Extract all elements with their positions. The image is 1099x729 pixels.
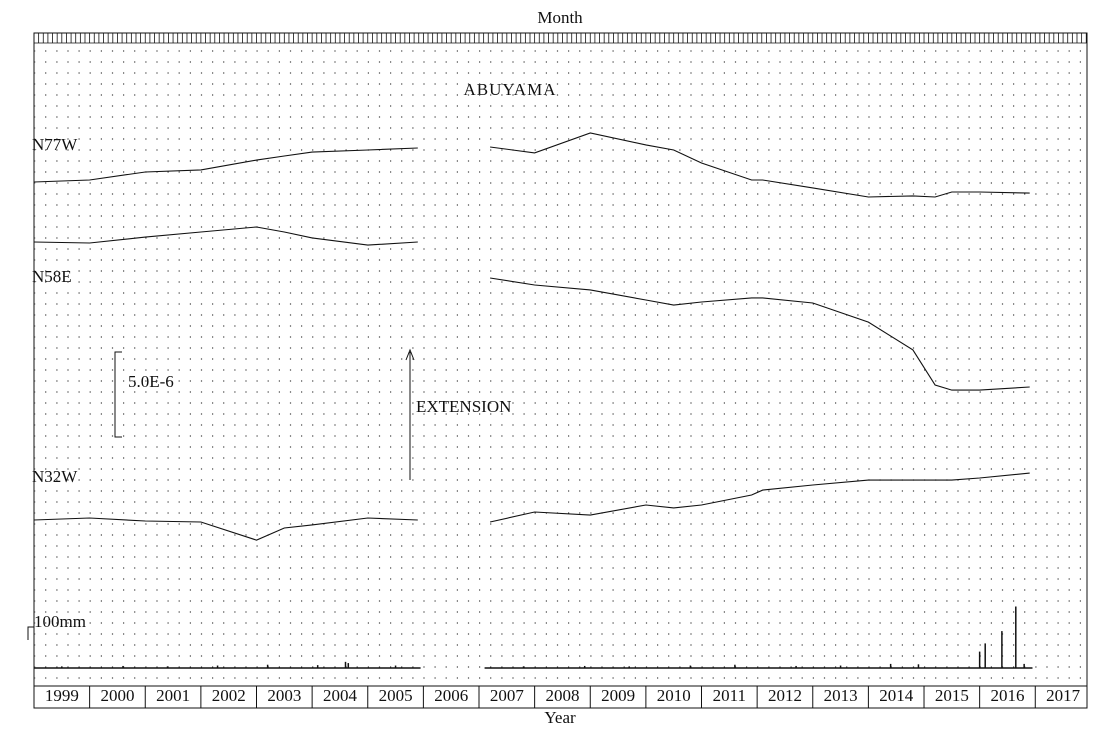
strain-scale-bar (114, 351, 122, 438)
series-label: N58E (32, 267, 72, 286)
x-tick-label: 2015 (935, 686, 969, 705)
x-tick-label: 2006 (434, 686, 468, 705)
x-tick-label: 2013 (824, 686, 858, 705)
chart-title: ABUYAMA (464, 80, 557, 99)
x-tick-label: 2001 (156, 686, 190, 705)
x-tick-label: 2008 (545, 686, 579, 705)
x-tick-label: 2004 (323, 686, 358, 705)
x-tick-label: 2005 (379, 686, 413, 705)
x-tick-label: 2007 (490, 686, 525, 705)
x-tick-label: 2012 (768, 686, 802, 705)
x-tick-label: 2002 (212, 686, 246, 705)
top-axis-label: Month (537, 8, 583, 27)
plot-frame (33, 32, 1088, 709)
x-tick-label: 2009 (601, 686, 635, 705)
dot-grid (34, 50, 1081, 679)
x-tick-label: 2014 (879, 686, 914, 705)
x-tick-label: 2000 (100, 686, 134, 705)
annotation: EXTENSION (416, 397, 511, 416)
strain-trace (33, 472, 1030, 541)
x-tick-label: 2011 (713, 686, 746, 705)
rainfall-scale-label: 100mm (34, 612, 86, 631)
x-axis-label: Year (544, 708, 576, 727)
x-tick-label: 2016 (990, 686, 1024, 705)
arrow-head (405, 348, 415, 361)
strain-trace (33, 226, 1030, 391)
rainfall-scale-bar (27, 626, 34, 640)
series-label: N32W (32, 467, 78, 486)
strain-trace (33, 132, 1030, 198)
x-tick-label: 1999 (45, 686, 79, 705)
x-tick-label: 2010 (657, 686, 691, 705)
strain-scale-label: 5.0E-6 (128, 372, 174, 391)
series-label: N77W (32, 135, 78, 154)
x-tick-label: 2003 (267, 686, 301, 705)
x-tick-label: 2017 (1046, 686, 1081, 705)
